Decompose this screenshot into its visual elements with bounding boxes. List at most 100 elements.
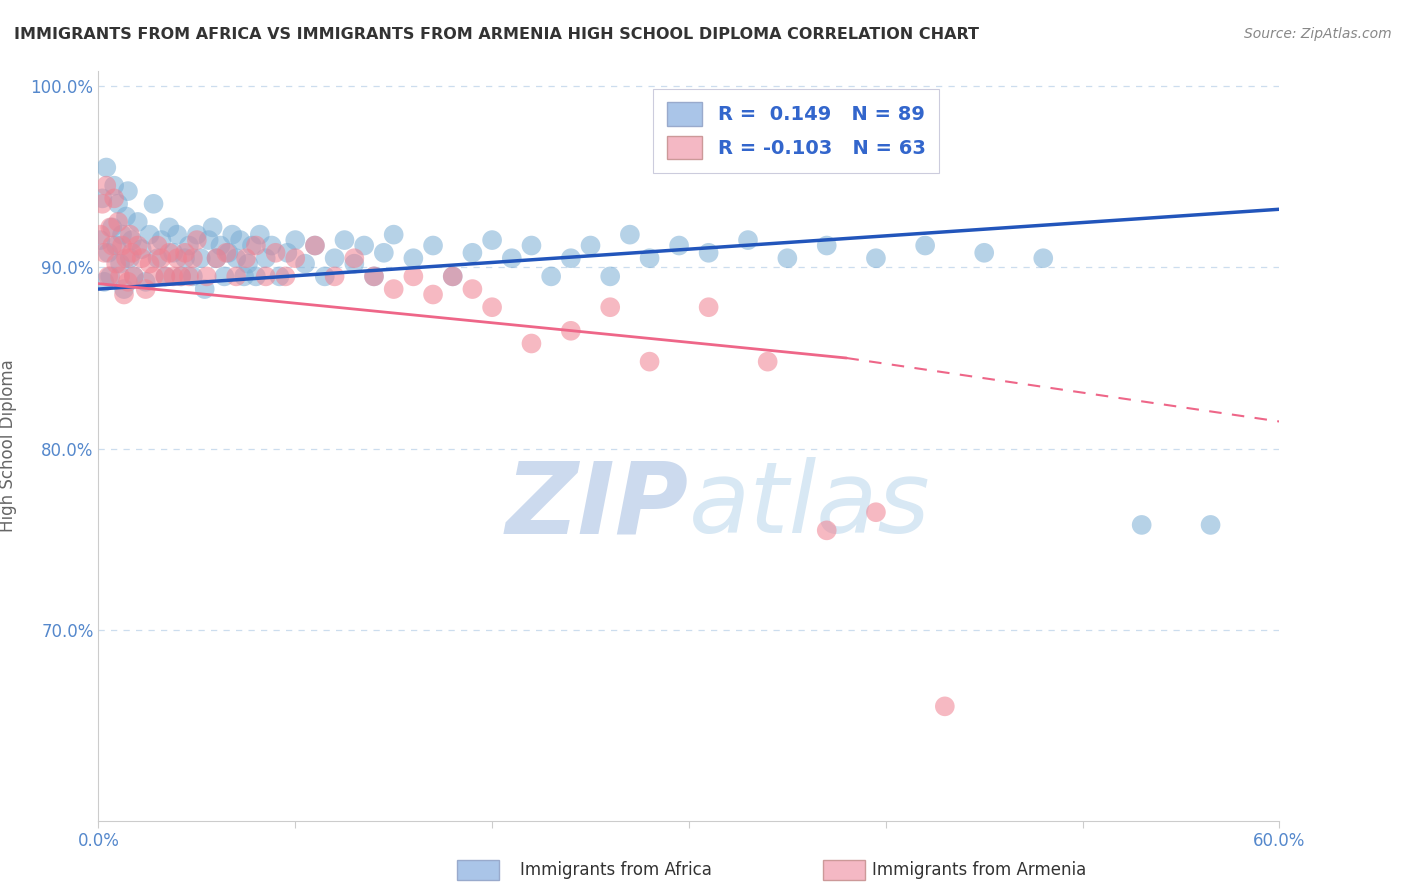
Point xyxy=(170,269,193,284)
Point xyxy=(973,245,995,260)
Point xyxy=(186,227,208,242)
Point xyxy=(98,220,121,235)
Point xyxy=(107,196,129,211)
Point xyxy=(142,269,165,284)
Point xyxy=(214,269,236,284)
Point xyxy=(481,233,503,247)
Text: Source: ZipAtlas.com: Source: ZipAtlas.com xyxy=(1244,27,1392,41)
Point xyxy=(107,215,129,229)
Point xyxy=(195,269,218,284)
Point xyxy=(934,699,956,714)
Point xyxy=(638,251,661,265)
Point xyxy=(865,251,887,265)
Point xyxy=(254,251,277,265)
Point xyxy=(461,282,484,296)
Point xyxy=(97,269,120,284)
Point xyxy=(105,238,128,252)
Point xyxy=(284,233,307,247)
Point xyxy=(343,251,366,265)
Y-axis label: High School Diploma: High School Diploma xyxy=(0,359,17,533)
Point xyxy=(197,233,219,247)
Point xyxy=(343,257,366,271)
Point xyxy=(131,242,153,256)
Point xyxy=(382,227,405,242)
Point xyxy=(93,245,115,260)
Point xyxy=(221,227,243,242)
Point xyxy=(115,210,138,224)
Point xyxy=(150,251,173,265)
Point xyxy=(560,324,582,338)
Point xyxy=(186,233,208,247)
Point xyxy=(560,251,582,265)
Point xyxy=(103,191,125,205)
Point xyxy=(117,275,139,289)
Point xyxy=(103,178,125,193)
Point xyxy=(402,269,425,284)
Point xyxy=(461,245,484,260)
Point xyxy=(205,251,228,265)
Point xyxy=(599,269,621,284)
Point xyxy=(668,238,690,252)
Point xyxy=(96,161,118,175)
Point xyxy=(323,251,346,265)
Point xyxy=(93,275,115,289)
Point xyxy=(441,269,464,284)
Text: Immigrants from Africa: Immigrants from Africa xyxy=(520,861,711,879)
Point xyxy=(254,269,277,284)
Point xyxy=(304,238,326,252)
Point xyxy=(121,245,143,260)
Text: IMMIGRANTS FROM AFRICA VS IMMIGRANTS FROM ARMENIA HIGH SCHOOL DIPLOMA CORRELATIO: IMMIGRANTS FROM AFRICA VS IMMIGRANTS FRO… xyxy=(14,27,979,42)
Point xyxy=(177,269,200,284)
Point xyxy=(274,269,297,284)
Point xyxy=(697,300,720,314)
Point xyxy=(402,251,425,265)
Point xyxy=(89,233,111,247)
Point xyxy=(112,287,135,301)
Point xyxy=(333,233,356,247)
Point xyxy=(1130,517,1153,532)
Point xyxy=(174,251,197,265)
Point xyxy=(162,245,184,260)
Point xyxy=(89,227,111,242)
Point xyxy=(619,227,641,242)
Point xyxy=(441,269,464,284)
Point xyxy=(115,251,138,265)
Text: ZIP: ZIP xyxy=(506,458,689,555)
Point xyxy=(118,227,141,242)
Point xyxy=(138,227,160,242)
Point xyxy=(205,251,228,265)
Point xyxy=(422,287,444,301)
Point xyxy=(363,269,385,284)
Text: Immigrants from Armenia: Immigrants from Armenia xyxy=(872,861,1085,879)
Point xyxy=(276,245,298,260)
Point xyxy=(101,220,124,235)
Point xyxy=(209,238,232,252)
Point xyxy=(815,238,838,252)
Point xyxy=(157,220,180,235)
Point xyxy=(1032,251,1054,265)
Point xyxy=(166,251,188,265)
Point xyxy=(225,269,247,284)
Point xyxy=(215,245,238,260)
Point xyxy=(194,282,217,296)
Point xyxy=(235,251,257,265)
Point xyxy=(155,269,177,284)
Point xyxy=(249,227,271,242)
Point xyxy=(174,245,197,260)
Point xyxy=(599,300,621,314)
Point xyxy=(540,269,562,284)
Point xyxy=(127,215,149,229)
Point xyxy=(353,238,375,252)
Point xyxy=(117,184,139,198)
Point xyxy=(264,245,287,260)
Point xyxy=(111,238,134,252)
Point xyxy=(138,257,160,271)
Point xyxy=(127,238,149,252)
Point xyxy=(245,269,267,284)
Point xyxy=(697,245,720,260)
Point xyxy=(98,269,121,284)
Text: atlas: atlas xyxy=(689,458,931,555)
Point xyxy=(579,238,602,252)
Point xyxy=(914,238,936,252)
Point xyxy=(135,282,157,296)
